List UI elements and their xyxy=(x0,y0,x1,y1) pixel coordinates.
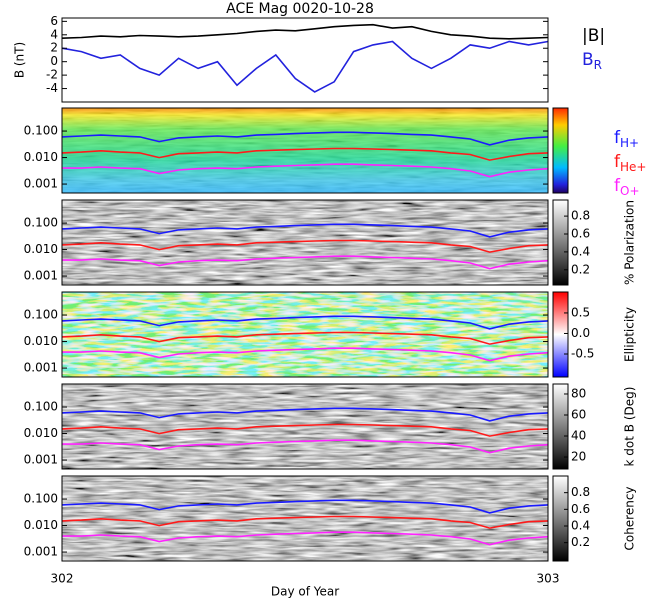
series-line xyxy=(61,131,549,146)
y-tick-label: 0.001 xyxy=(24,545,58,559)
colorbar-tick-label: 0.0 xyxy=(571,326,590,340)
y-tick-label: 0.010 xyxy=(24,518,58,532)
y-tick-label: 0.010 xyxy=(24,150,58,164)
colorbar-tick-label: 0.8 xyxy=(571,209,590,223)
series-line xyxy=(62,255,549,270)
y-tick-label: 4 xyxy=(50,27,58,41)
colorbar-tick-label: 0.5 xyxy=(571,305,590,319)
colorbar xyxy=(552,199,569,286)
series-line xyxy=(61,147,549,161)
spectrogram-texture xyxy=(62,108,548,193)
series-line xyxy=(61,423,549,437)
spectrogram-texture xyxy=(62,200,548,285)
y-tick-label: 0.001 xyxy=(24,361,58,375)
colorbar-tick-label: 0.6 xyxy=(571,502,590,516)
series-line xyxy=(62,163,549,178)
chart-title: ACE Mag 0020-10-28 xyxy=(226,1,374,17)
series-line xyxy=(61,223,549,238)
series-line xyxy=(62,439,549,454)
y-tick-label: 0.001 xyxy=(24,453,58,467)
colorbar-tick-label: 20 xyxy=(571,450,586,464)
legend-entry: BR xyxy=(582,50,602,72)
series-line xyxy=(61,239,549,253)
y-tick-label: 0.100 xyxy=(24,124,58,138)
colorbar-label: Coherency xyxy=(623,486,637,550)
colorbar-tick-label: 80 xyxy=(571,386,586,400)
colorbar-tick-label: 0.4 xyxy=(571,244,590,258)
series-line xyxy=(61,315,549,330)
colorbar xyxy=(552,107,569,194)
plot-frame xyxy=(61,475,549,562)
y-tick-label: 0.010 xyxy=(24,426,58,440)
colorbar-tick-label: 40 xyxy=(571,429,586,443)
y-tick-label: 0.100 xyxy=(24,216,58,230)
y-tick-label: 0.100 xyxy=(24,492,58,506)
colorbar xyxy=(552,475,569,562)
series-line xyxy=(61,499,549,514)
y-tick-label: 0.001 xyxy=(24,269,58,283)
legend-entry: fHe+ xyxy=(614,152,646,174)
y-axis-label: B (nT) xyxy=(13,42,27,78)
colorbar-tick-label: -0.5 xyxy=(571,347,594,361)
x-tick-label: 302 xyxy=(51,572,74,586)
colorbar-tick-label: 0.8 xyxy=(571,485,590,499)
y-tick-label: 0.010 xyxy=(24,334,58,348)
y-tick-label: 0.100 xyxy=(24,308,58,322)
spectrogram-texture xyxy=(62,476,548,561)
colorbar-tick-label: 0.2 xyxy=(571,262,590,276)
series-line xyxy=(62,347,549,362)
legend-entry: fO+ xyxy=(614,176,640,198)
y-tick-label: 0.100 xyxy=(24,400,58,414)
colorbar-tick-label: 0.4 xyxy=(571,519,590,533)
colorbar-tick-label: 0.2 xyxy=(571,535,590,549)
series-line xyxy=(62,531,549,546)
y-tick-label: -4 xyxy=(46,81,58,95)
colorbar-tick-label: 0.6 xyxy=(571,227,590,241)
plot-frame xyxy=(61,199,549,286)
spectrogram-texture xyxy=(62,384,548,469)
plot-frame xyxy=(61,383,549,470)
colorbar-label: k dot B (Deg) xyxy=(623,387,637,467)
series-line xyxy=(61,407,549,422)
legend-entry: |B| xyxy=(582,26,605,46)
colorbar-tick-label: 60 xyxy=(571,407,586,421)
spectrogram-texture xyxy=(62,292,548,377)
y-tick-label: 6 xyxy=(50,14,58,28)
colorbar-label: % Polarization xyxy=(623,200,637,285)
colorbar xyxy=(552,383,569,470)
plot-frame xyxy=(61,291,549,378)
series-line xyxy=(61,331,549,345)
series-line xyxy=(61,515,549,529)
y-tick-label: 2 xyxy=(50,41,58,55)
y-tick-label: 0.010 xyxy=(24,242,58,256)
y-tick-label: -2 xyxy=(46,68,58,82)
y-tick-label: 0 xyxy=(50,54,58,68)
x-tick-label: 303 xyxy=(537,572,560,586)
plot-frame xyxy=(61,17,549,103)
colorbar-label: Ellipticity xyxy=(623,307,637,362)
series-line xyxy=(61,23,549,40)
x-axis-label: Day of Year xyxy=(271,585,339,599)
series-line xyxy=(61,40,549,93)
y-tick-label: 0.001 xyxy=(24,177,58,191)
legend-entry: fH+ xyxy=(614,128,639,150)
colorbar xyxy=(552,291,569,378)
plot-frame xyxy=(61,107,549,194)
